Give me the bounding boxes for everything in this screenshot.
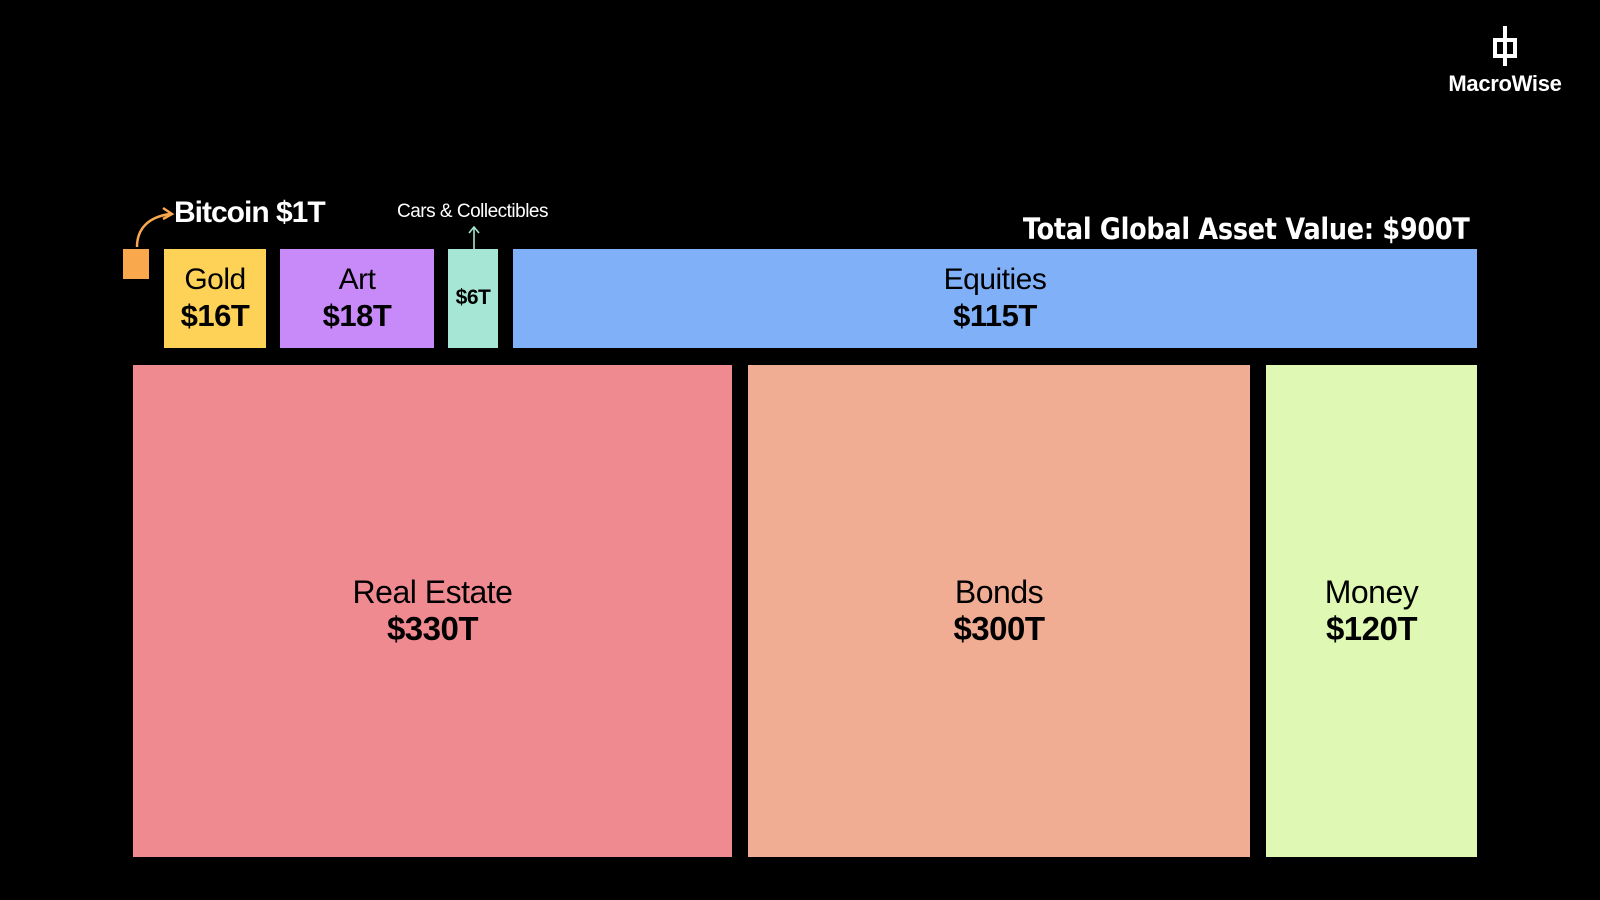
tile-real-estate: Real Estate $330T xyxy=(133,365,732,857)
tile-equities-name: Equities xyxy=(943,263,1047,297)
cars-arrow-icon xyxy=(468,225,480,249)
tile-bitcoin xyxy=(123,249,149,279)
tile-real-estate-value: $330T xyxy=(386,610,479,648)
tile-art-value: $18T xyxy=(322,297,392,333)
tile-equities-value: $115T xyxy=(953,297,1037,333)
bitcoin-arrow-icon xyxy=(135,206,175,248)
brand-name: MacroWise xyxy=(1448,71,1562,96)
chart-title: Total Global Asset Value: $900T xyxy=(1023,212,1470,246)
cars-collectibles-label: Cars & Collectibles xyxy=(397,201,549,222)
tile-cars-collectibles: $6T xyxy=(448,249,498,348)
tile-gold: Gold $16T xyxy=(164,249,266,348)
tile-bonds-value: $300T xyxy=(953,610,1045,648)
tile-bonds: Bonds $300T xyxy=(748,365,1250,857)
bitcoin-label: Bitcoin $1T xyxy=(174,196,326,229)
tile-cars-value: $6T xyxy=(455,286,491,310)
tile-money-value: $120T xyxy=(1325,610,1418,648)
tile-money-name: Money xyxy=(1324,573,1419,610)
tile-gold-value: $16T xyxy=(180,297,250,333)
tile-bonds-name: Bonds xyxy=(954,573,1044,610)
tile-equities: Equities $115T xyxy=(513,249,1477,348)
tile-real-estate-name: Real Estate xyxy=(352,573,513,610)
macrowise-logo-icon xyxy=(1493,26,1517,66)
tile-gold-name: Gold xyxy=(184,263,246,297)
tile-art-name: Art xyxy=(338,263,376,297)
tile-art: Art $18T xyxy=(280,249,434,348)
tile-money: Money $120T xyxy=(1266,365,1477,857)
brand-logo: MacroWise xyxy=(1440,26,1570,97)
